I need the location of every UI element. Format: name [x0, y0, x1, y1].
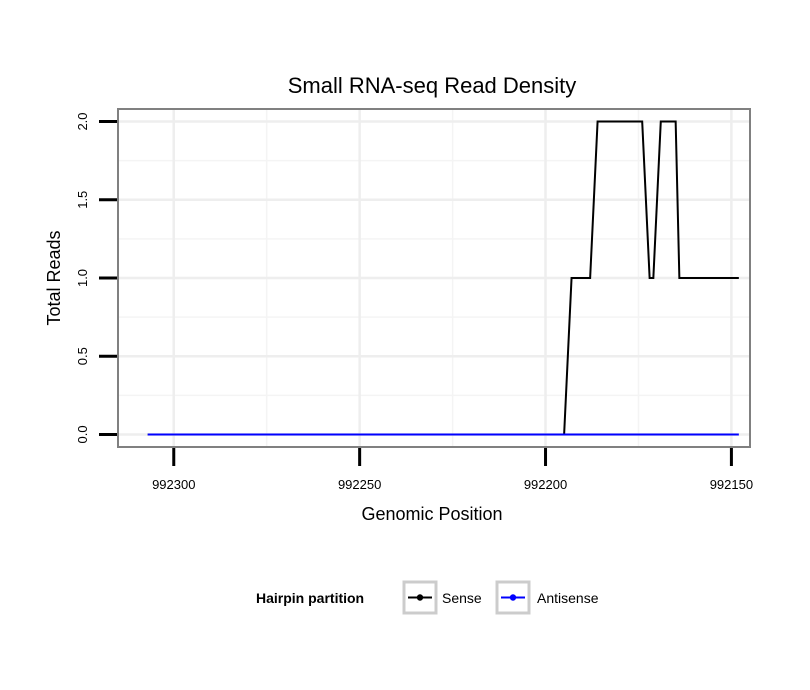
x-tick-label: 992250 — [338, 477, 381, 492]
legend-label: Antisense — [537, 590, 599, 606]
y-tick-label: 1.0 — [75, 269, 90, 287]
y-axis: 0.0 0.5 1.0 1.5 2.0 — [75, 112, 117, 444]
x-tick-label: 992150 — [710, 477, 753, 492]
legend-item-antisense: Antisense — [495, 580, 599, 615]
legend: Hairpin partition Sense Antisense — [256, 580, 599, 615]
plot-panel — [117, 108, 751, 448]
y-tick-label: 1.5 — [75, 191, 90, 209]
plot-border — [117, 108, 751, 448]
y-tick-label: 2.0 — [75, 112, 90, 130]
x-axis: 992300 992250 992200 992150 — [152, 448, 753, 492]
y-tick-label: 0.0 — [75, 425, 90, 443]
legend-key-point — [509, 594, 517, 601]
legend-items: Sense Antisense — [402, 580, 599, 615]
x-tick-label: 992300 — [152, 477, 195, 492]
legend-key-point — [416, 594, 424, 601]
legend-label: Sense — [442, 590, 482, 606]
series-line-sense — [147, 120, 739, 436]
x-tick-label: 992200 — [524, 477, 567, 492]
x-axis-title: Genomic Position — [361, 504, 502, 524]
legend-item-sense: Sense — [402, 580, 482, 615]
y-axis-title: Total Reads — [44, 230, 64, 325]
legend-title: Hairpin partition — [256, 590, 364, 606]
chart-title: Small RNA-seq Read Density — [288, 73, 577, 98]
y-tick-label: 0.5 — [75, 347, 90, 365]
